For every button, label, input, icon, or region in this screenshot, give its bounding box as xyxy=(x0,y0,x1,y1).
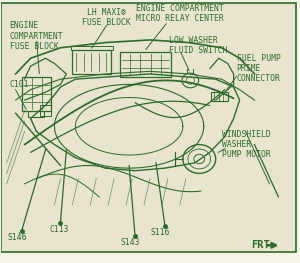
Bar xyxy=(40,105,52,116)
Text: C113: C113 xyxy=(49,225,69,234)
Text: ENGINE COMPARTMENT
MICRO RELAY CENTER: ENGINE COMPARTMENT MICRO RELAY CENTER xyxy=(136,4,224,23)
Text: LOW WASHER
FLUID SWITCH: LOW WASHER FLUID SWITCH xyxy=(169,36,228,55)
Text: C101: C101 xyxy=(10,80,29,89)
Text: FUEL PUMP
PRIME
CONNECTOR: FUEL PUMP PRIME CONNECTOR xyxy=(237,54,280,83)
Text: FRT: FRT xyxy=(251,240,270,250)
Bar xyxy=(71,47,113,50)
Text: ENGINE
COMPARTMENT
FUSE BLOCK: ENGINE COMPARTMENT FUSE BLOCK xyxy=(10,22,63,50)
Text: LH MAXI®
FUSE BLOCK: LH MAXI® FUSE BLOCK xyxy=(82,8,131,27)
Text: WINDSHIELD
WASHER
PUMP MOTOR: WINDSHIELD WASHER PUMP MOTOR xyxy=(222,130,270,159)
Bar xyxy=(28,110,44,117)
Bar xyxy=(120,52,171,77)
Bar xyxy=(211,92,228,102)
Text: S116: S116 xyxy=(151,228,170,237)
Text: S143: S143 xyxy=(121,238,140,247)
Bar xyxy=(22,77,52,110)
FancyBboxPatch shape xyxy=(1,3,296,252)
Bar xyxy=(72,50,111,74)
Text: S146: S146 xyxy=(8,233,27,242)
